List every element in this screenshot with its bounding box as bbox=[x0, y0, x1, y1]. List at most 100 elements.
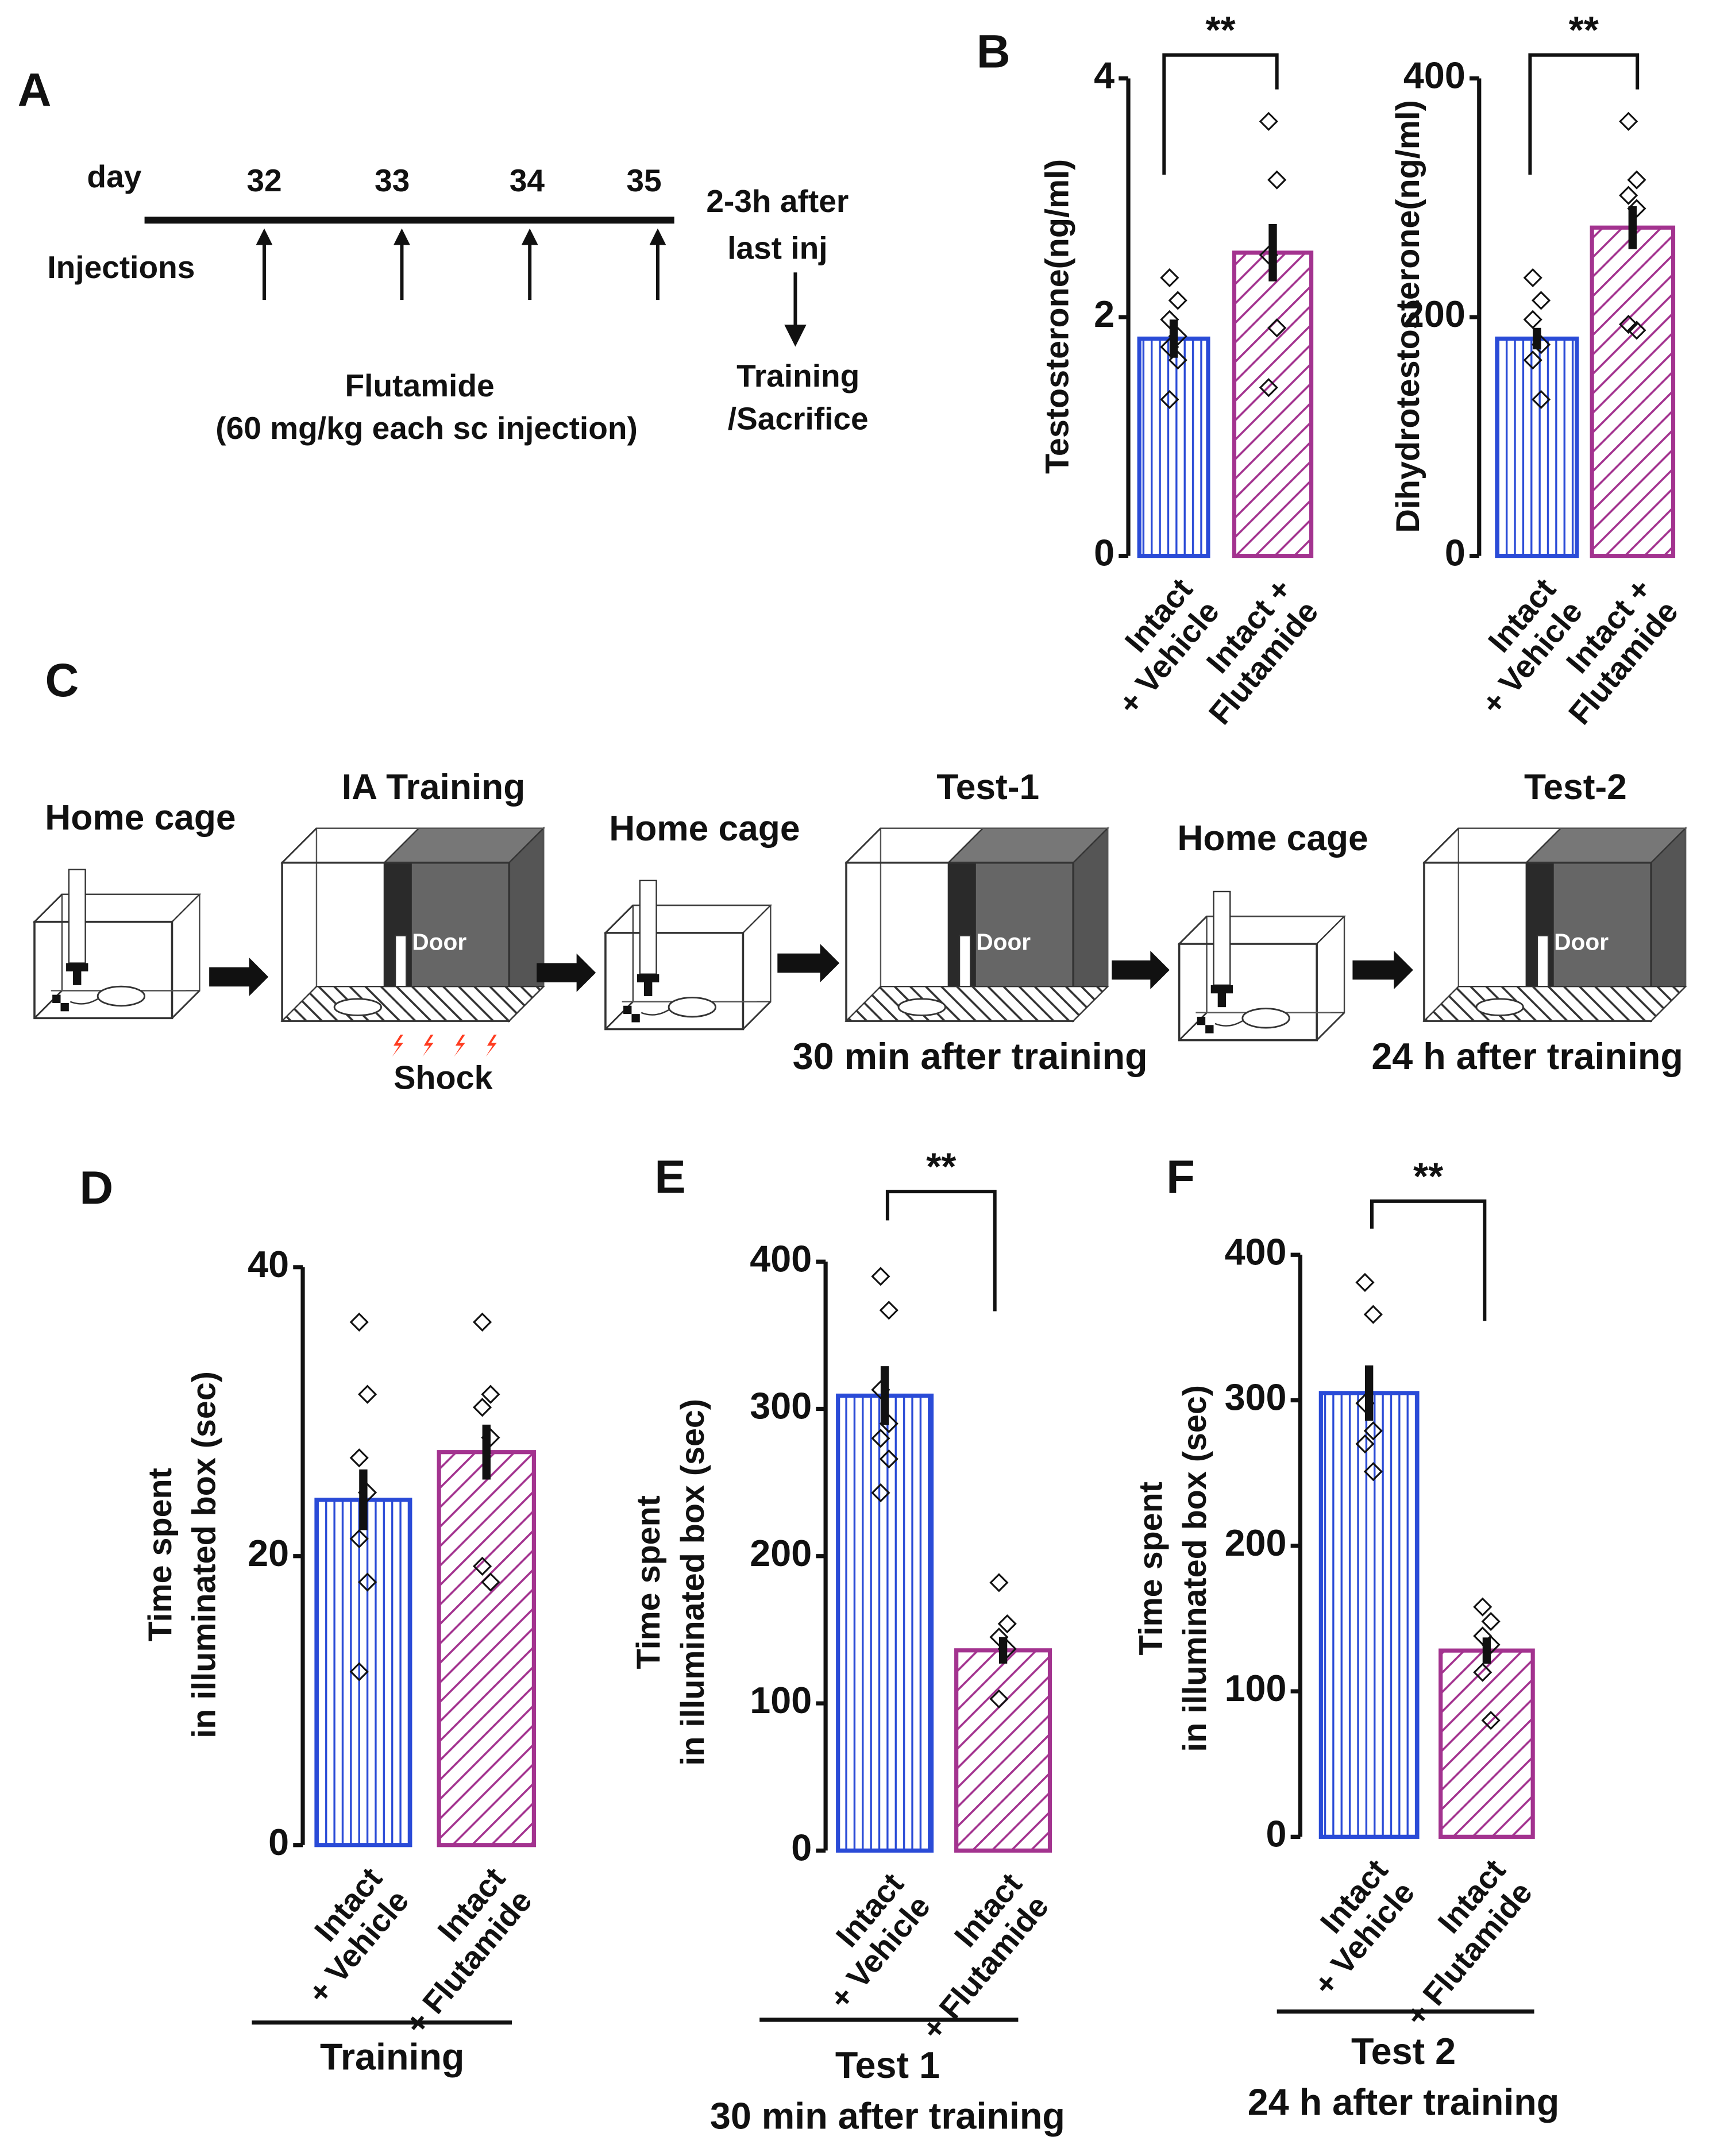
grid-floor bbox=[280, 986, 546, 1022]
data-point bbox=[1259, 378, 1278, 398]
bottle bbox=[1213, 890, 1231, 986]
day-label: 33 bbox=[375, 163, 410, 198]
shock-bolt bbox=[422, 1035, 434, 1057]
food bbox=[631, 1014, 640, 1023]
food bbox=[52, 994, 61, 1003]
y-tick-label: 300 bbox=[750, 1385, 812, 1427]
data-point bbox=[1531, 291, 1551, 310]
bar bbox=[1318, 1391, 1420, 1839]
data-point bbox=[997, 1614, 1017, 1634]
y-tick-label: 0 bbox=[268, 1821, 289, 1863]
data-point bbox=[472, 1398, 492, 1417]
flow-arrow bbox=[209, 957, 269, 996]
significance-bracket bbox=[1528, 53, 1640, 175]
data-point bbox=[481, 1428, 500, 1448]
box-edge bbox=[846, 827, 881, 863]
flow-arrow bbox=[537, 953, 596, 992]
stage-label: IA Training bbox=[342, 767, 525, 807]
label: (60 mg/kg each sc injection) bbox=[215, 410, 638, 446]
y-axis-label: Time spent bbox=[142, 1468, 179, 1641]
y-axis-label: Testosterone(ng/ml) bbox=[1039, 159, 1075, 474]
bottle-tip bbox=[643, 979, 653, 996]
panel-letter: F bbox=[1166, 1151, 1195, 1203]
y-tick-label: 200 bbox=[1225, 1522, 1287, 1564]
bar bbox=[954, 1648, 1052, 1853]
data-point bbox=[1267, 170, 1287, 190]
door bbox=[958, 935, 971, 989]
y-tick-label: 100 bbox=[1225, 1667, 1287, 1709]
significance-bracket bbox=[1370, 1199, 1487, 1321]
stage-label: Test-1 bbox=[936, 767, 1039, 807]
data-point bbox=[1627, 170, 1646, 190]
data-point bbox=[1160, 268, 1179, 288]
data-point bbox=[1259, 111, 1278, 131]
door bbox=[1536, 935, 1549, 989]
mouse bbox=[97, 985, 146, 1007]
bottle bbox=[639, 880, 657, 975]
significance-bracket bbox=[1162, 53, 1279, 175]
data-point bbox=[1627, 199, 1646, 218]
y-tick-label: 400 bbox=[1225, 1231, 1287, 1272]
grid-floor bbox=[844, 986, 1109, 1022]
data-point bbox=[1531, 335, 1551, 354]
y-axis-label: Time spent bbox=[630, 1495, 667, 1669]
grid-floor bbox=[1422, 986, 1687, 1022]
label: Training bbox=[736, 358, 859, 394]
door-label: Door bbox=[976, 929, 1031, 955]
flow-arrow bbox=[777, 943, 840, 983]
bar bbox=[1590, 225, 1676, 558]
data-point bbox=[1481, 1635, 1501, 1654]
data-point bbox=[1355, 1394, 1375, 1413]
y-tick-label: 400 bbox=[750, 1237, 812, 1279]
data-point bbox=[1363, 1462, 1383, 1482]
bar bbox=[1232, 250, 1314, 558]
y-tick-label: 400 bbox=[1403, 55, 1466, 97]
data-point bbox=[1160, 389, 1179, 409]
y-tick-label: 100 bbox=[750, 1679, 812, 1721]
data-point bbox=[1160, 310, 1179, 329]
cage-front bbox=[604, 932, 745, 1031]
group-label: Test 2 bbox=[1351, 2030, 1456, 2072]
label: Flutamide bbox=[345, 368, 495, 403]
bottle-tip bbox=[66, 963, 88, 971]
arrow-head bbox=[256, 228, 273, 245]
cage-edge bbox=[742, 1001, 772, 1030]
label: 2-3h after bbox=[706, 183, 849, 219]
bar bbox=[437, 1450, 536, 1848]
mouse bbox=[897, 998, 946, 1016]
cage-edge bbox=[1178, 916, 1208, 945]
data-point bbox=[1363, 1421, 1383, 1441]
y-axis-label: in illuminated box (sec) bbox=[1177, 1385, 1213, 1752]
mouse bbox=[333, 998, 382, 1016]
data-point bbox=[481, 1572, 500, 1592]
data-point bbox=[472, 1556, 492, 1576]
bar bbox=[836, 1393, 934, 1853]
y-tick-label: 20 bbox=[248, 1532, 289, 1574]
group-label: Test 1 bbox=[835, 2044, 940, 2086]
stage-label: Home cage bbox=[45, 798, 236, 838]
bottle bbox=[68, 869, 86, 964]
cage-edge bbox=[33, 893, 63, 923]
bottle-tip bbox=[1217, 990, 1227, 1008]
box-edge bbox=[281, 827, 317, 863]
group-label: 30 min after training bbox=[710, 2095, 1065, 2136]
mouse-tail bbox=[1214, 1020, 1243, 1027]
data-point bbox=[358, 1483, 377, 1502]
y-axis-label: Dihydrotestosterone(ng/ml) bbox=[1390, 100, 1426, 533]
mouse bbox=[1475, 998, 1524, 1016]
data-point bbox=[1355, 1434, 1375, 1454]
y-tick-label: 40 bbox=[248, 1243, 289, 1285]
cage-top bbox=[1177, 915, 1346, 945]
data-point bbox=[358, 1384, 377, 1404]
mouse bbox=[1241, 1008, 1290, 1029]
data-point bbox=[1619, 314, 1638, 334]
panel-letter: E bbox=[654, 1151, 685, 1203]
data-point bbox=[1627, 321, 1646, 340]
data-point bbox=[879, 1414, 898, 1433]
mouse bbox=[668, 996, 716, 1018]
label: last inj bbox=[727, 230, 827, 265]
food bbox=[1205, 1025, 1214, 1033]
y-tick-label: 300 bbox=[1225, 1376, 1287, 1418]
mouse-tail bbox=[70, 998, 98, 1005]
data-point bbox=[1473, 1663, 1493, 1682]
